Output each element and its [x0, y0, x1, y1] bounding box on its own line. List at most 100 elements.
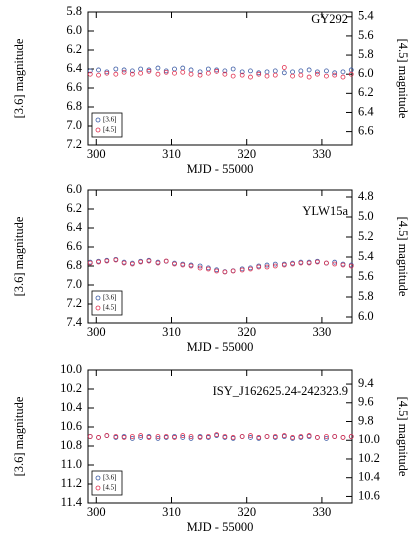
y2-tick-label: 10.6 [358, 488, 380, 502]
x-tick-label: 300 [87, 505, 106, 519]
y-tick-label: 6.0 [66, 23, 82, 37]
data-point [340, 262, 346, 268]
legend-box [91, 470, 123, 496]
y-tick-label: 7.2 [66, 137, 82, 151]
x-tick-label: 310 [162, 325, 181, 339]
data-point [256, 71, 262, 77]
y2-tick-label: 9.4 [358, 376, 374, 390]
y-axis-label: [3.6] magnitude [12, 38, 26, 118]
legend-label: [3.6] [103, 116, 116, 124]
data-point [188, 435, 194, 441]
data-point [281, 262, 287, 268]
data-point [205, 266, 211, 272]
data-point [315, 435, 320, 440]
data-point [248, 68, 253, 74]
y2-tick-label: 9.8 [358, 413, 374, 427]
data-point [256, 435, 262, 440]
data-point [163, 258, 169, 264]
data-point [197, 69, 203, 75]
data-point [222, 68, 228, 74]
y-tick-label: 5.8 [66, 4, 82, 18]
data-point [205, 434, 211, 439]
y2-tick-label: 6.0 [358, 66, 374, 80]
y-tick-label: 6.8 [66, 258, 82, 272]
data-point [264, 262, 270, 268]
data-point [172, 435, 177, 440]
data-point [163, 69, 169, 75]
data-point [129, 434, 135, 439]
data-point [264, 434, 270, 439]
data-point [298, 72, 304, 78]
y-tick-label: 11.2 [61, 476, 82, 490]
data-point [315, 71, 320, 77]
data-point [324, 435, 329, 441]
plot-frame [87, 11, 353, 146]
data-point [348, 263, 354, 269]
legend-label: [4.5] [103, 484, 116, 492]
data-point [230, 66, 236, 72]
y2-tick-label: 5.2 [358, 229, 374, 243]
data-point [290, 435, 295, 440]
x-tick-label: 300 [87, 325, 106, 339]
data-point [180, 435, 186, 440]
data-point [248, 433, 253, 438]
y-tick-label: 6.0 [66, 182, 82, 196]
x-tick-label: 310 [162, 147, 181, 161]
y2-tick-label: 6.4 [358, 104, 374, 118]
y2-tick-label: 9.6 [358, 395, 374, 409]
data-point [214, 67, 220, 73]
data-point [298, 260, 304, 266]
data-point [290, 73, 295, 79]
data-point [230, 73, 236, 79]
data-point [180, 65, 186, 71]
data-point [348, 434, 354, 439]
data-point [104, 69, 110, 75]
y2-tick-label: 6.2 [358, 85, 374, 99]
data-point [87, 434, 93, 439]
data-point [205, 66, 211, 72]
y-tick-label: 7.0 [66, 277, 82, 291]
y-tick-label: 6.6 [66, 239, 82, 253]
x-tick-label: 300 [87, 147, 106, 161]
data-point [121, 67, 127, 73]
x-tick-label: 330 [313, 325, 332, 339]
data-point [332, 434, 338, 439]
data-point [96, 72, 101, 78]
legend-label: [3.6] [103, 474, 116, 482]
data-point [163, 434, 169, 439]
data-point [332, 72, 338, 78]
data-point [146, 68, 152, 74]
data-point [104, 258, 110, 264]
data-point [155, 434, 161, 439]
data-point [197, 72, 203, 78]
data-point [121, 260, 127, 266]
data-point [138, 435, 144, 440]
data-point [214, 432, 220, 438]
data-point [248, 266, 253, 272]
data-point [113, 434, 119, 439]
data-point [138, 70, 144, 76]
data-point [306, 74, 312, 80]
data-point [188, 434, 194, 439]
data-point [222, 434, 228, 439]
data-point [155, 65, 161, 71]
panel-title: ISY_J162625.24-242323.9 [213, 384, 348, 398]
data-point [146, 435, 152, 440]
x-tick-label: 320 [237, 325, 256, 339]
y2-tick-label: 4.8 [358, 189, 374, 203]
data-point [306, 260, 312, 266]
data-point [197, 263, 203, 269]
y-tick-label: 10.4 [60, 400, 83, 414]
data-point [138, 66, 144, 72]
y-tick-label: 10.2 [60, 381, 82, 395]
legend-marker [95, 305, 101, 311]
data-point [340, 74, 346, 80]
data-point [324, 68, 329, 74]
y2-tick-label: 10.4 [358, 470, 381, 484]
data-point [290, 69, 295, 75]
data-point [332, 261, 338, 267]
data-point [214, 68, 220, 74]
y-tick-label: 6.4 [66, 220, 82, 234]
data-point [188, 71, 194, 77]
